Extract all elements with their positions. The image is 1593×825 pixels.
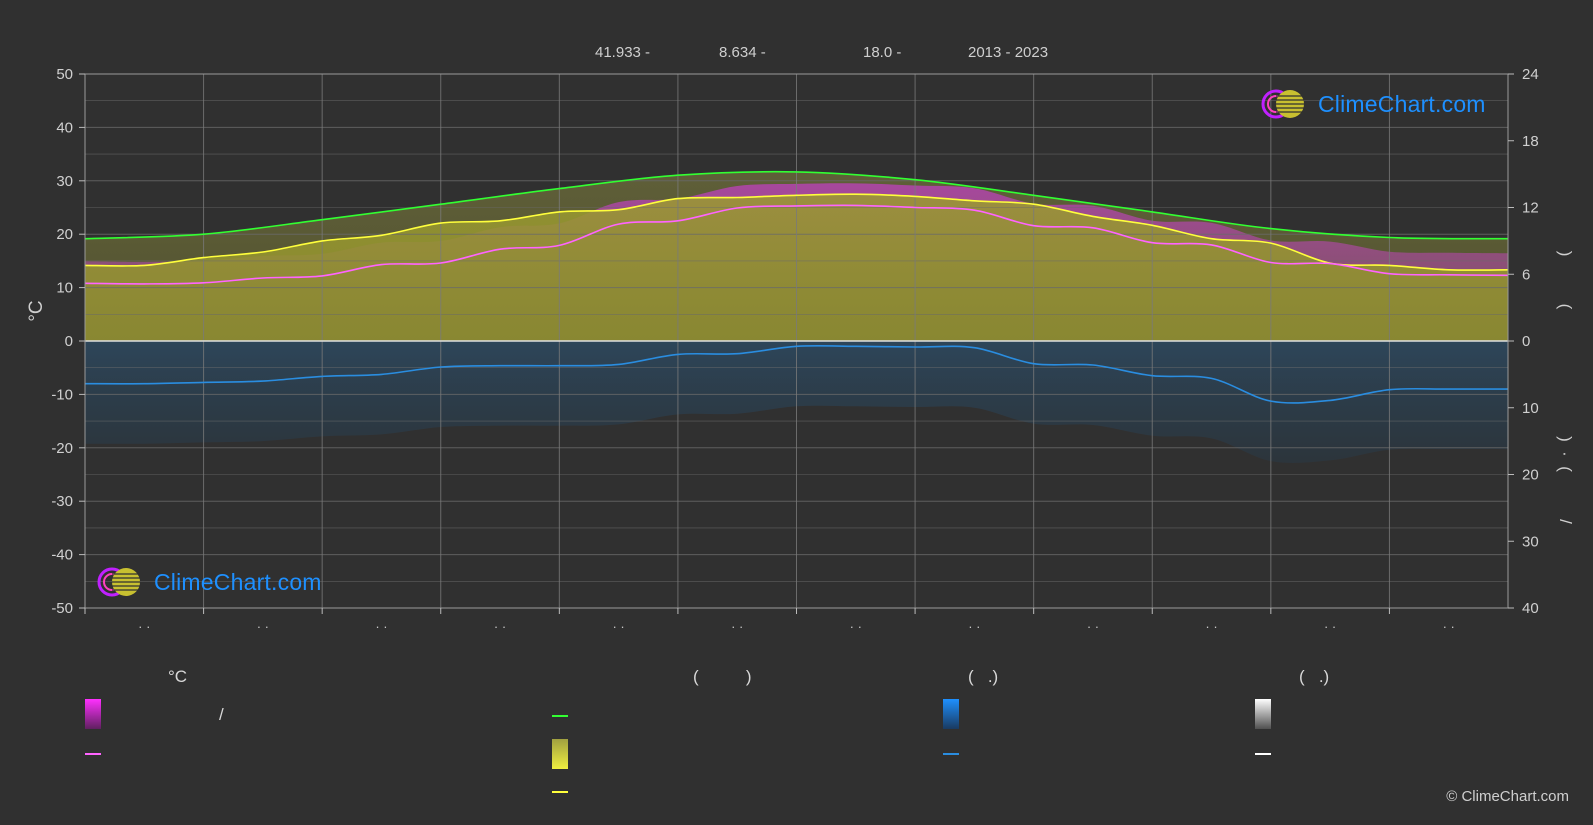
temperature-line <box>84 204 1509 285</box>
climechart-logo-icon <box>1261 89 1304 119</box>
daylight-line <box>84 170 1509 240</box>
x-tick-label: · · <box>850 619 862 634</box>
y-tick-right-top: 6 <box>1522 266 1530 283</box>
legend-sun-heading: ( ) <box>693 667 752 686</box>
y-tick-right-bottom: 30 <box>1522 533 1539 550</box>
y-axis-label-right-bottom: ) · ( / <box>1556 436 1575 524</box>
x-tick-label: · · <box>1205 619 1217 634</box>
legend-temp-heading: °C <box>168 667 188 686</box>
legend-swatch-sunshine-range <box>552 739 568 769</box>
header-longitude: 8.634 - <box>719 44 766 61</box>
y-tick-right-top: 12 <box>1522 200 1539 217</box>
x-tick-label: · · <box>375 619 387 634</box>
y-tick-left: -20 <box>51 440 73 457</box>
y-tick-right-top: 18 <box>1522 133 1539 150</box>
legend-swatch-snow-range <box>1255 699 1271 729</box>
y-tick-right-bottom: 10 <box>1522 400 1539 417</box>
x-tick-label: · · <box>968 619 980 634</box>
y-axis-label-right-top: ) ( <box>1556 251 1575 310</box>
x-tick-label: · · <box>612 619 624 634</box>
y-tick-right-top: 24 <box>1522 66 1539 83</box>
legend-swatch-temp-range <box>85 699 101 729</box>
x-tick-label: · · <box>1087 619 1099 634</box>
logo-bottom-left: ClimeChart.com <box>96 566 322 598</box>
legend-swatches <box>85 699 1271 793</box>
x-tick-label: · · <box>731 619 743 634</box>
legend-snow-heading: ( .) <box>1299 667 1330 686</box>
logo-text-top: ClimeChart.com <box>1318 90 1486 117</box>
y-axis-label-left: °C <box>26 300 47 321</box>
y-tick-left: 40 <box>56 119 73 136</box>
x-tick-label: · · <box>1324 619 1336 634</box>
y-tick-left: 20 <box>56 226 73 243</box>
grid-lines <box>84 73 1509 609</box>
legend-rain-heading: ( .) <box>968 667 999 686</box>
logo-text-bottom: ClimeChart.com <box>154 568 322 595</box>
y-tick-right-top: 0 <box>1522 333 1530 350</box>
header-years: 2013 - 2023 <box>968 44 1049 61</box>
x-tick-label: · · <box>257 619 269 634</box>
x-tick-label: · · <box>1443 619 1455 634</box>
series-lines <box>84 170 1509 404</box>
logo-top-right: ClimeChart.com <box>1260 88 1486 120</box>
y-tick-left: 10 <box>56 280 73 297</box>
legend-swatch-rain-range <box>943 699 959 729</box>
y-tick-left: 50 <box>56 66 73 83</box>
rain-line <box>84 344 1509 404</box>
y-tick-left: -30 <box>51 493 73 510</box>
y-tick-right-bottom: 20 <box>1522 467 1539 484</box>
header-latitude: 41.933 - <box>595 44 651 61</box>
legend-temp-slash: / <box>219 705 224 724</box>
y-tick-left: 30 <box>56 173 73 190</box>
y-tick-left: -50 <box>51 600 73 617</box>
axes: 50 40 30 20 10 0 -10 -20 -30 -40 -50 24 18 12 6 0 10 20 30… <box>26 66 1575 634</box>
y-tick-left: -10 <box>51 386 73 403</box>
climechart-logo-icon <box>97 567 140 597</box>
y-tick-right-bottom: 40 <box>1522 600 1539 617</box>
y-tick-left: 0 <box>65 333 73 350</box>
y-tick-left: -40 <box>51 547 73 564</box>
copyright: © ClimeChart.com <box>1446 788 1569 805</box>
x-tick-label: · · <box>138 619 150 634</box>
sunshine-line <box>84 193 1509 271</box>
x-tick-label: · · <box>494 619 506 634</box>
header-elevation: 18.0 - <box>863 44 902 61</box>
